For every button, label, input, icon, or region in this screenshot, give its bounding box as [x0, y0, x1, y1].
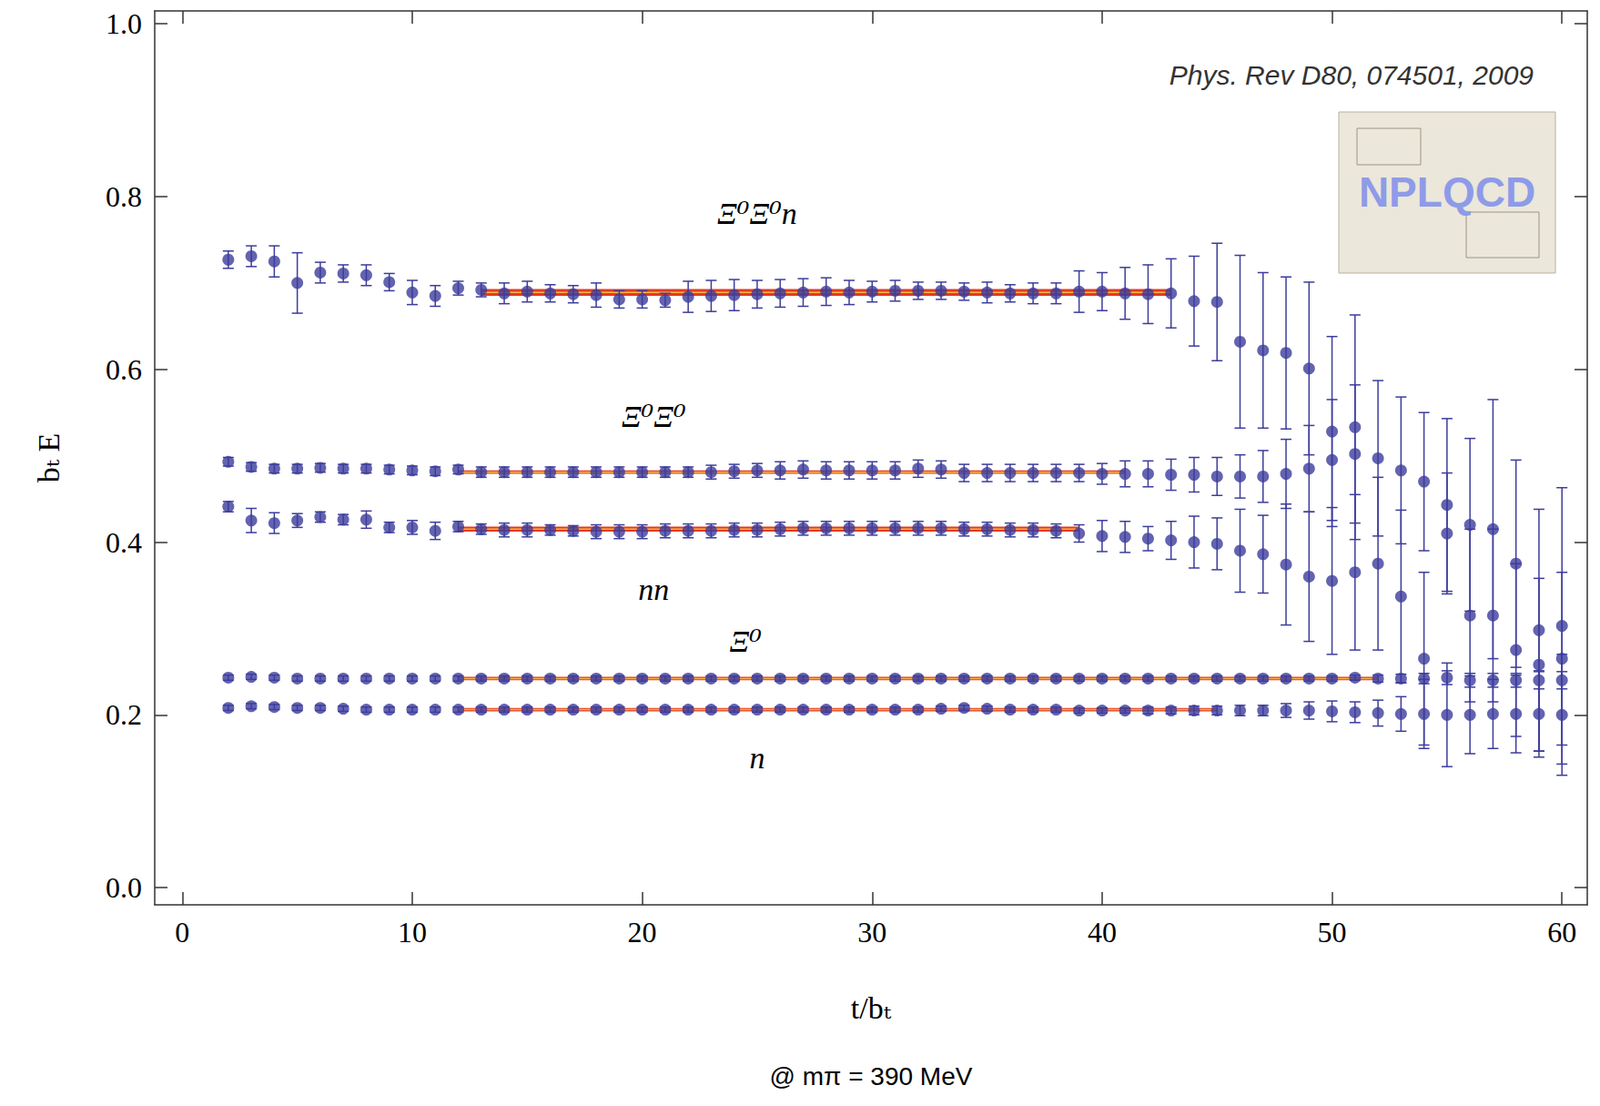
svg-text:0: 0: [174, 915, 190, 949]
svg-text:Ξ⁰: Ξ⁰: [729, 624, 763, 659]
svg-text:0.8: 0.8: [105, 180, 142, 213]
svg-text:nn: nn: [637, 572, 669, 607]
svg-text:60: 60: [1547, 915, 1577, 949]
svg-text:10: 10: [397, 915, 427, 949]
svg-text:NPLQCD: NPLQCD: [1358, 168, 1536, 216]
svg-text:0.6: 0.6: [105, 353, 142, 386]
svg-text:0.2: 0.2: [105, 698, 142, 731]
svg-text:50: 50: [1317, 915, 1347, 949]
svg-text:20: 20: [627, 915, 658, 949]
svg-text:0.0: 0.0: [105, 870, 142, 904]
svg-text:30: 30: [857, 915, 887, 949]
svg-text:bₜ E: bₜ E: [31, 433, 66, 484]
svg-text:@ mπ = 390 MeV: @ mπ = 390 MeV: [769, 1062, 973, 1091]
svg-text:Ξ⁰Ξ⁰: Ξ⁰Ξ⁰: [621, 399, 687, 434]
svg-text:t/bₜ: t/bₜ: [850, 991, 892, 1025]
svg-text:Ξ⁰Ξ⁰n: Ξ⁰Ξ⁰n: [717, 196, 798, 231]
svg-text:n: n: [749, 740, 765, 775]
svg-text:40: 40: [1087, 915, 1117, 949]
svg-text:0.4: 0.4: [105, 526, 142, 559]
svg-text:Phys. Rev D80, 074501, 2009: Phys. Rev D80, 074501, 2009: [1169, 60, 1535, 91]
svg-text:1.0: 1.0: [105, 7, 142, 41]
